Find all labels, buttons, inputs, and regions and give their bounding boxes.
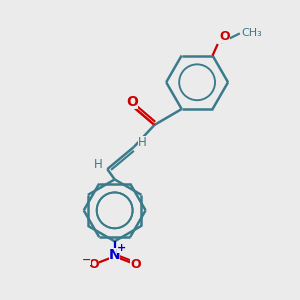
Text: H: H [94, 158, 103, 171]
Text: N: N [109, 248, 121, 262]
Text: H: H [138, 136, 147, 149]
Text: +: + [116, 243, 126, 253]
Text: −: − [82, 254, 91, 265]
Text: O: O [89, 258, 99, 271]
Text: O: O [220, 30, 230, 43]
Text: O: O [130, 258, 141, 271]
Text: O: O [126, 95, 138, 109]
Text: CH₃: CH₃ [241, 28, 262, 38]
